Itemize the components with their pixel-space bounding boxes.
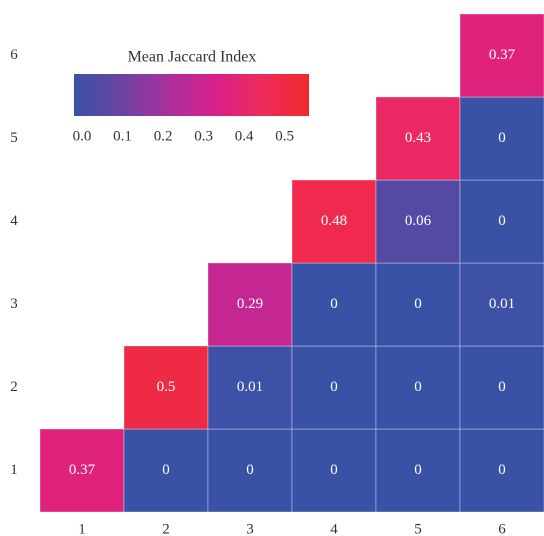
colorbar-tick-label: 0.5 [275, 128, 294, 144]
colorbar-tick-label: 0.1 [113, 128, 132, 144]
heatmap-cell [375, 96, 461, 181]
x-tick-label: 6 [498, 521, 506, 536]
heatmap-cell [39, 428, 125, 513]
cell-label: 0 [162, 462, 170, 478]
cell-label: 0 [330, 379, 338, 395]
heatmap-cell [459, 428, 544, 513]
heatmap-cell [459, 179, 544, 264]
x-tick-label: 3 [246, 521, 254, 536]
cell-label: 0.01 [237, 379, 263, 395]
heatmap-cell [459, 345, 544, 430]
cell-label: 0 [330, 296, 338, 312]
cell-label: 0.48 [321, 213, 347, 229]
heatmap-cell [375, 428, 461, 513]
y-tick-label: 2 [10, 379, 18, 395]
cell-label: 0 [414, 462, 422, 478]
heatmap-cell [375, 179, 461, 264]
cell-label: 0 [330, 462, 338, 478]
heatmap-cell [375, 345, 461, 430]
cell-label: 0 [498, 462, 506, 478]
y-tick-label: 3 [10, 296, 18, 312]
y-tick-label: 5 [10, 130, 18, 146]
heatmap-cell [291, 179, 377, 264]
colorbar-tick-label: 0.0 [73, 128, 92, 144]
heatmap-cell [459, 262, 544, 347]
cell-label: 0 [414, 379, 422, 395]
cell-label: 0 [246, 462, 254, 478]
heatmap-cell [123, 428, 209, 513]
y-tick-label: 1 [10, 462, 18, 478]
heatmap-cell [459, 13, 544, 98]
y-tick-label: 4 [10, 213, 18, 229]
cell-label: 0 [498, 379, 506, 395]
heatmap-cell [291, 262, 377, 347]
cell-label: 0.29 [237, 296, 263, 312]
cell-label: 0.37 [489, 47, 516, 63]
cell-label: 0 [498, 213, 506, 229]
y-tick-label: 6 [10, 47, 18, 63]
cell-label: 0.01 [489, 296, 515, 312]
colorbar-title: Mean Jaccard Index [128, 49, 257, 66]
cell-label: 0 [414, 296, 422, 312]
cell-label: 0.5 [157, 379, 176, 395]
heatmap-cell [375, 262, 461, 347]
cell-label: 0.06 [405, 213, 432, 229]
colorbar-tick-label: 0.2 [154, 128, 173, 144]
cell-label: 0.43 [405, 130, 431, 146]
x-tick-label: 2 [162, 521, 170, 536]
x-tick-label: 1 [78, 521, 86, 536]
cell-label: 0 [498, 130, 506, 146]
x-tick-label: 4 [330, 521, 338, 536]
heatmap-cell [459, 96, 544, 181]
cell-label: 0.37 [69, 462, 96, 478]
heatmap-cell [291, 428, 377, 513]
colorbar [74, 74, 309, 116]
colorbar-tick-label: 0.4 [235, 128, 254, 144]
colorbar-tick-label: 0.3 [194, 128, 213, 144]
x-tick-label: 5 [414, 521, 422, 536]
heatmap-cell [123, 345, 209, 430]
